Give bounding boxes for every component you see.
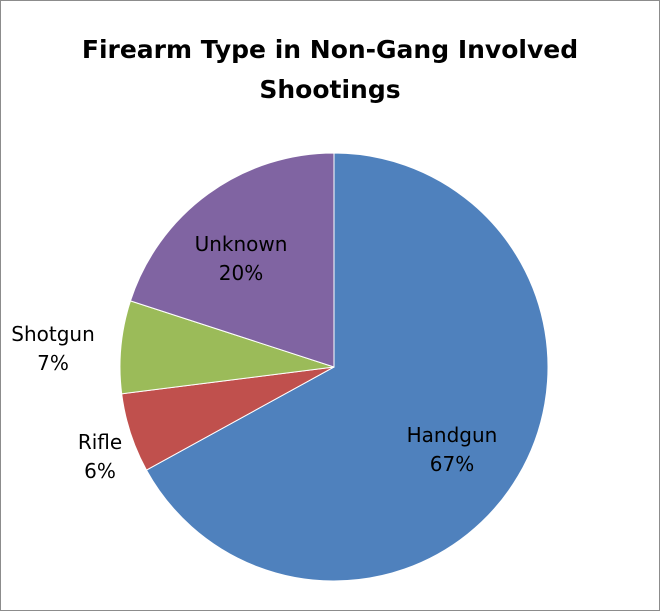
slice-label-percent: 20% (219, 261, 263, 285)
pie-slice-unknown (129, 152, 335, 368)
pie-slice-handgun (145, 152, 549, 582)
chart-title-line-1: Firearm Type in Non-Gang Involved (81, 35, 579, 64)
slice-label-shotgun: Shotgun 7% (11, 322, 95, 375)
slice-label-percent: 6% (84, 459, 116, 483)
slice-label-name: Rifle (78, 430, 122, 454)
slice-label-unknown: Unknown 20% (195, 232, 288, 285)
slice-label-name: Shotgun (11, 322, 95, 346)
slice-label-name: Unknown (195, 232, 288, 256)
slice-label-name: Handgun (407, 423, 498, 447)
chart-title: Firearm Type in Non-Gang Involved Shooti… (0, 30, 660, 110)
slice-label-percent: 7% (37, 351, 69, 375)
chart-title-line-2: Shootings (259, 75, 401, 104)
slice-label-rifle: Rifle 6% (78, 430, 122, 483)
slice-label-handgun: Handgun 67% (407, 423, 498, 476)
slice-label-percent: 67% (430, 452, 474, 476)
